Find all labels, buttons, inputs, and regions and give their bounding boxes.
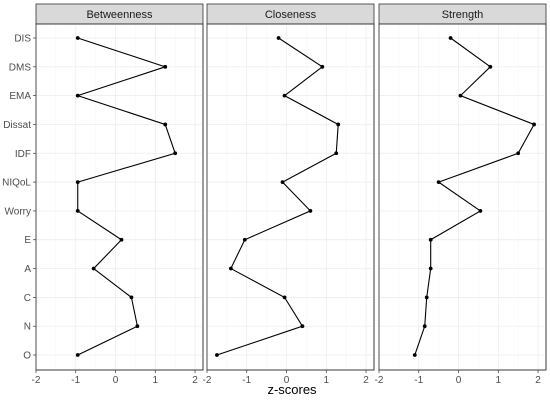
panel-closeness: Closeness -2 -1 0 1 2 bbox=[203, 3, 375, 386]
panel-area-closeness bbox=[206, 23, 375, 371]
y-tick-label-dissat: Dissat bbox=[3, 120, 31, 131]
point-betweenness-e bbox=[119, 237, 124, 242]
point-betweenness-niqol bbox=[75, 180, 80, 185]
panel-area-strength bbox=[378, 23, 547, 371]
point-closeness-dis bbox=[276, 36, 281, 40]
y-tick-label-e: E bbox=[24, 235, 31, 246]
point-strength-e bbox=[428, 237, 433, 242]
point-closeness-n bbox=[300, 324, 305, 329]
point-closeness-dms bbox=[320, 64, 325, 69]
x-tick-label: 1 bbox=[496, 375, 502, 386]
point-betweenness-c bbox=[129, 295, 134, 300]
series-line-strength bbox=[414, 37, 535, 356]
y-tick-label-dms: DMS bbox=[9, 62, 32, 73]
y-tick-label-worry: Worry bbox=[5, 206, 31, 217]
point-closeness-niqol bbox=[280, 180, 285, 185]
panel-title-strength: Strength bbox=[442, 9, 484, 21]
point-closeness-dissat bbox=[336, 122, 341, 127]
x-tick-label: -1 bbox=[71, 375, 80, 386]
y-axis: DIS DMS EMA Dissat IDF NIQoL Worry E A C N O bbox=[2, 34, 36, 362]
point-closeness-c bbox=[282, 295, 287, 300]
panel-strength: Strength -2 -1 0 1 2 bbox=[375, 3, 547, 386]
series-line-closeness bbox=[216, 37, 339, 356]
point-betweenness-n bbox=[135, 324, 140, 329]
x-tick-label: 1 bbox=[153, 375, 159, 386]
point-strength-ema bbox=[458, 93, 463, 98]
x-axis-title: z-scores bbox=[267, 382, 317, 397]
point-strength-dis bbox=[448, 36, 453, 40]
panel-betweenness: Betweenness -2 -1 0 1 2 bbox=[32, 3, 204, 386]
point-closeness-o bbox=[215, 353, 219, 357]
y-tick-label-niqol: NIQoL bbox=[2, 178, 31, 189]
y-tick-label-a: A bbox=[24, 264, 31, 275]
panel-area-betweenness bbox=[35, 23, 204, 371]
point-strength-dms bbox=[488, 64, 493, 69]
x-tick-label: -1 bbox=[242, 375, 251, 386]
y-tick-label-o: O bbox=[23, 351, 31, 362]
point-betweenness-a bbox=[91, 266, 96, 271]
point-strength-dissat bbox=[532, 122, 536, 127]
point-betweenness-dissat bbox=[163, 122, 168, 127]
x-tick-label: -1 bbox=[414, 375, 423, 386]
point-betweenness-dms bbox=[163, 64, 168, 69]
point-closeness-worry bbox=[308, 209, 313, 213]
x-tick-label: 0 bbox=[113, 375, 119, 386]
point-closeness-e bbox=[242, 237, 247, 242]
x-tick-label: 0 bbox=[284, 375, 290, 386]
x-tick-label: -2 bbox=[203, 375, 212, 386]
point-betweenness-dis bbox=[75, 36, 80, 40]
panel-title-betweenness: Betweenness bbox=[86, 9, 153, 21]
x-tick-label: 2 bbox=[192, 375, 198, 386]
point-strength-n bbox=[422, 324, 427, 329]
series-line-betweenness bbox=[75, 37, 176, 356]
point-betweenness-worry bbox=[75, 209, 80, 213]
x-tick-label: -2 bbox=[32, 375, 41, 386]
point-closeness-ema bbox=[282, 93, 287, 98]
y-tick-label-idf: IDF bbox=[15, 149, 31, 160]
point-closeness-idf bbox=[334, 151, 339, 156]
panel-border bbox=[378, 23, 547, 371]
y-tick-label-dis: DIS bbox=[14, 34, 31, 45]
x-tick-label: -2 bbox=[375, 375, 384, 386]
point-strength-a bbox=[428, 266, 433, 271]
point-strength-o bbox=[412, 353, 417, 357]
panel-border bbox=[35, 23, 204, 371]
point-betweenness-idf bbox=[173, 151, 178, 156]
y-tick-label-c: C bbox=[24, 293, 31, 304]
point-strength-worry bbox=[478, 209, 483, 213]
x-tick-label: 0 bbox=[456, 375, 462, 386]
x-tick-label: 1 bbox=[324, 375, 330, 386]
panel-border bbox=[206, 23, 375, 371]
point-closeness-a bbox=[228, 266, 233, 271]
point-betweenness-o bbox=[75, 353, 80, 357]
point-strength-idf bbox=[516, 151, 521, 156]
y-tick-label-ema: EMA bbox=[9, 91, 31, 102]
point-strength-c bbox=[424, 295, 429, 300]
y-tick-label-n: N bbox=[24, 322, 31, 333]
point-betweenness-ema bbox=[75, 93, 80, 98]
point-strength-niqol bbox=[436, 180, 441, 185]
x-tick-label: 2 bbox=[535, 375, 541, 386]
x-tick-label: 2 bbox=[363, 375, 369, 386]
panel-title-closeness: Closeness bbox=[265, 9, 317, 21]
